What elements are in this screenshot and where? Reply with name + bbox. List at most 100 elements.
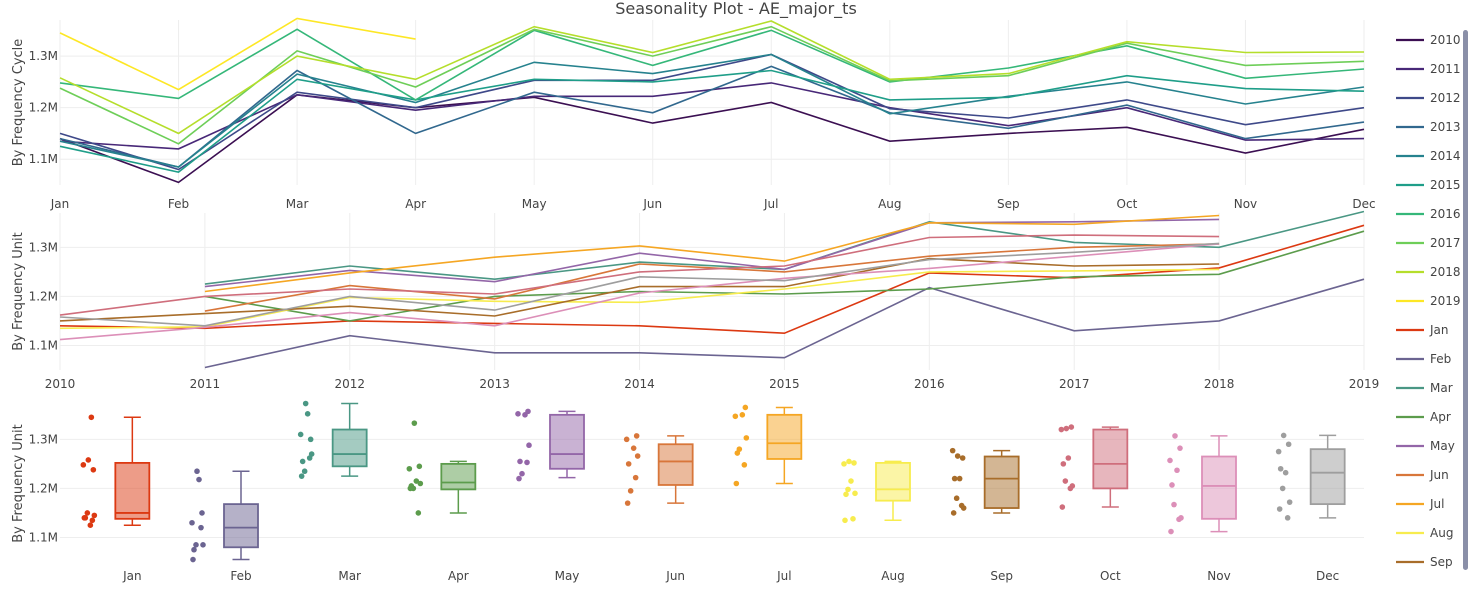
box-point-Jul[interactable] — [739, 412, 746, 418]
legend-item-2017[interactable]: 2017 — [1396, 236, 1461, 250]
box-point-Oct[interactable] — [1060, 461, 1067, 467]
box-point-Nov[interactable] — [1178, 515, 1184, 521]
box-point-Jul[interactable] — [742, 404, 749, 411]
panel2-series-line-Jan[interactable] — [59, 224, 1365, 335]
box-point-Dec[interactable] — [1280, 432, 1287, 439]
box-point-Mar[interactable] — [301, 468, 308, 475]
box-point-Dec[interactable] — [1275, 448, 1282, 455]
box-point-Feb[interactable] — [199, 510, 205, 516]
panel1-series-line-2015[interactable] — [59, 69, 1365, 173]
box-point-Oct[interactable] — [1068, 424, 1075, 430]
box-point-Aug[interactable] — [852, 490, 858, 497]
box-Aug[interactable] — [875, 461, 911, 502]
box-point-Jul[interactable] — [734, 450, 741, 456]
panel2-series-line-Jul[interactable] — [204, 214, 1220, 293]
panel1-series-line-2014[interactable] — [59, 53, 1365, 168]
box-point-Jan[interactable] — [88, 414, 95, 421]
legend-item-2012[interactable]: 2012 — [1396, 91, 1461, 105]
legend-item-Aug[interactable]: Aug — [1396, 526, 1453, 540]
box-point-Nov[interactable] — [1172, 433, 1178, 439]
box-point-Mar[interactable] — [299, 458, 306, 465]
panel2-series-line-Apr[interactable] — [204, 230, 1365, 322]
box-Apr[interactable] — [440, 462, 477, 491]
panel1-series-line-2018[interactable] — [59, 20, 1365, 135]
box-May[interactable] — [549, 413, 585, 470]
box-point-Mar[interactable] — [304, 411, 311, 417]
box-point-Oct[interactable] — [1059, 504, 1066, 510]
box-point-Dec[interactable] — [1282, 469, 1289, 476]
panel2-series-line-May[interactable] — [204, 218, 1220, 288]
legend-item-2019[interactable]: 2019 — [1396, 294, 1461, 308]
box-point-Mar[interactable] — [307, 436, 314, 443]
panel2-series-line-Jun[interactable] — [204, 243, 1220, 312]
box-point-Jul[interactable] — [732, 413, 739, 420]
box-Jan[interactable] — [114, 461, 151, 520]
box-point-Aug[interactable] — [850, 516, 856, 522]
box-point-Dec[interactable] — [1277, 465, 1284, 472]
box-point-Mar[interactable] — [297, 431, 304, 438]
box-point-Feb[interactable] — [194, 468, 200, 475]
box-point-Sep[interactable] — [951, 475, 958, 482]
box-Oct[interactable] — [1092, 428, 1129, 490]
box-point-Jul[interactable] — [743, 435, 750, 441]
box-point-Aug[interactable] — [845, 486, 851, 493]
box-point-May[interactable] — [525, 408, 531, 415]
box-point-Mar[interactable] — [308, 451, 315, 457]
box-Feb[interactable] — [223, 503, 259, 549]
box-point-Jun[interactable] — [630, 445, 637, 451]
box-point-May[interactable] — [526, 442, 532, 449]
box-point-Aug[interactable] — [848, 478, 854, 484]
box-point-May[interactable] — [524, 459, 530, 466]
box-point-Feb[interactable] — [196, 476, 202, 483]
legend-item-Sep[interactable]: Sep — [1396, 555, 1453, 569]
box-point-Aug[interactable] — [843, 491, 849, 498]
box-point-Dec[interactable] — [1284, 515, 1291, 521]
box-point-Jul[interactable] — [733, 480, 740, 487]
legend-item-2014[interactable]: 2014 — [1396, 149, 1461, 163]
box-point-Aug[interactable] — [851, 460, 857, 466]
box-point-Jun[interactable] — [623, 436, 630, 443]
panel1-series-line-2019[interactable] — [59, 17, 416, 91]
box-point-Mar[interactable] — [298, 473, 305, 479]
box-point-Nov[interactable] — [1171, 501, 1177, 508]
box-point-Apr[interactable] — [406, 465, 413, 472]
box-point-Jan[interactable] — [90, 466, 97, 473]
panel1-series-line-2011[interactable] — [59, 82, 1365, 150]
box-point-Apr[interactable] — [413, 478, 420, 484]
box-point-Feb[interactable] — [191, 546, 197, 553]
box-point-May[interactable] — [519, 470, 525, 477]
panel1-series-line-2010[interactable] — [59, 93, 1365, 184]
box-point-Aug[interactable] — [846, 458, 852, 465]
box-point-Oct[interactable] — [1063, 425, 1070, 432]
panel1-series-line-2013[interactable] — [59, 65, 1365, 168]
legend-item-2018[interactable]: 2018 — [1396, 265, 1461, 279]
panel2-series-line-Feb[interactable] — [204, 278, 1365, 369]
box-point-Jan[interactable] — [80, 462, 87, 468]
box-point-Jan[interactable] — [87, 522, 94, 529]
box-point-Jan[interactable] — [82, 515, 89, 521]
box-point-Sep[interactable] — [949, 447, 956, 454]
panel1-series-line-2017[interactable] — [59, 25, 1365, 145]
box-point-Jun[interactable] — [634, 453, 641, 459]
box-point-Nov[interactable] — [1177, 445, 1183, 451]
legend-item-Feb[interactable]: Feb — [1396, 352, 1451, 366]
box-point-Apr[interactable] — [416, 463, 423, 470]
box-point-Oct[interactable] — [1062, 478, 1069, 484]
box-point-Jan[interactable] — [84, 510, 91, 516]
panel2-series-line-Nov[interactable] — [59, 243, 1220, 341]
box-Nov[interactable] — [1201, 455, 1237, 520]
box-Jul[interactable] — [766, 413, 803, 460]
box-point-Jun[interactable] — [624, 500, 631, 506]
box-point-Jan[interactable] — [85, 457, 92, 463]
box-point-Aug[interactable] — [841, 461, 847, 467]
box-point-Jan[interactable] — [91, 512, 98, 519]
panel2-series-line-Aug[interactable] — [59, 268, 1220, 330]
box-Dec[interactable] — [1309, 448, 1346, 506]
box-point-Oct[interactable] — [1069, 483, 1076, 489]
box-Sep[interactable] — [983, 455, 1020, 509]
box-point-Feb[interactable] — [190, 556, 196, 563]
box-point-Feb[interactable] — [198, 524, 204, 531]
legend-item-Jun[interactable]: Jun — [1396, 468, 1449, 482]
panel2-series-line-Oct[interactable] — [59, 234, 1220, 316]
box-point-Sep[interactable] — [960, 505, 967, 511]
